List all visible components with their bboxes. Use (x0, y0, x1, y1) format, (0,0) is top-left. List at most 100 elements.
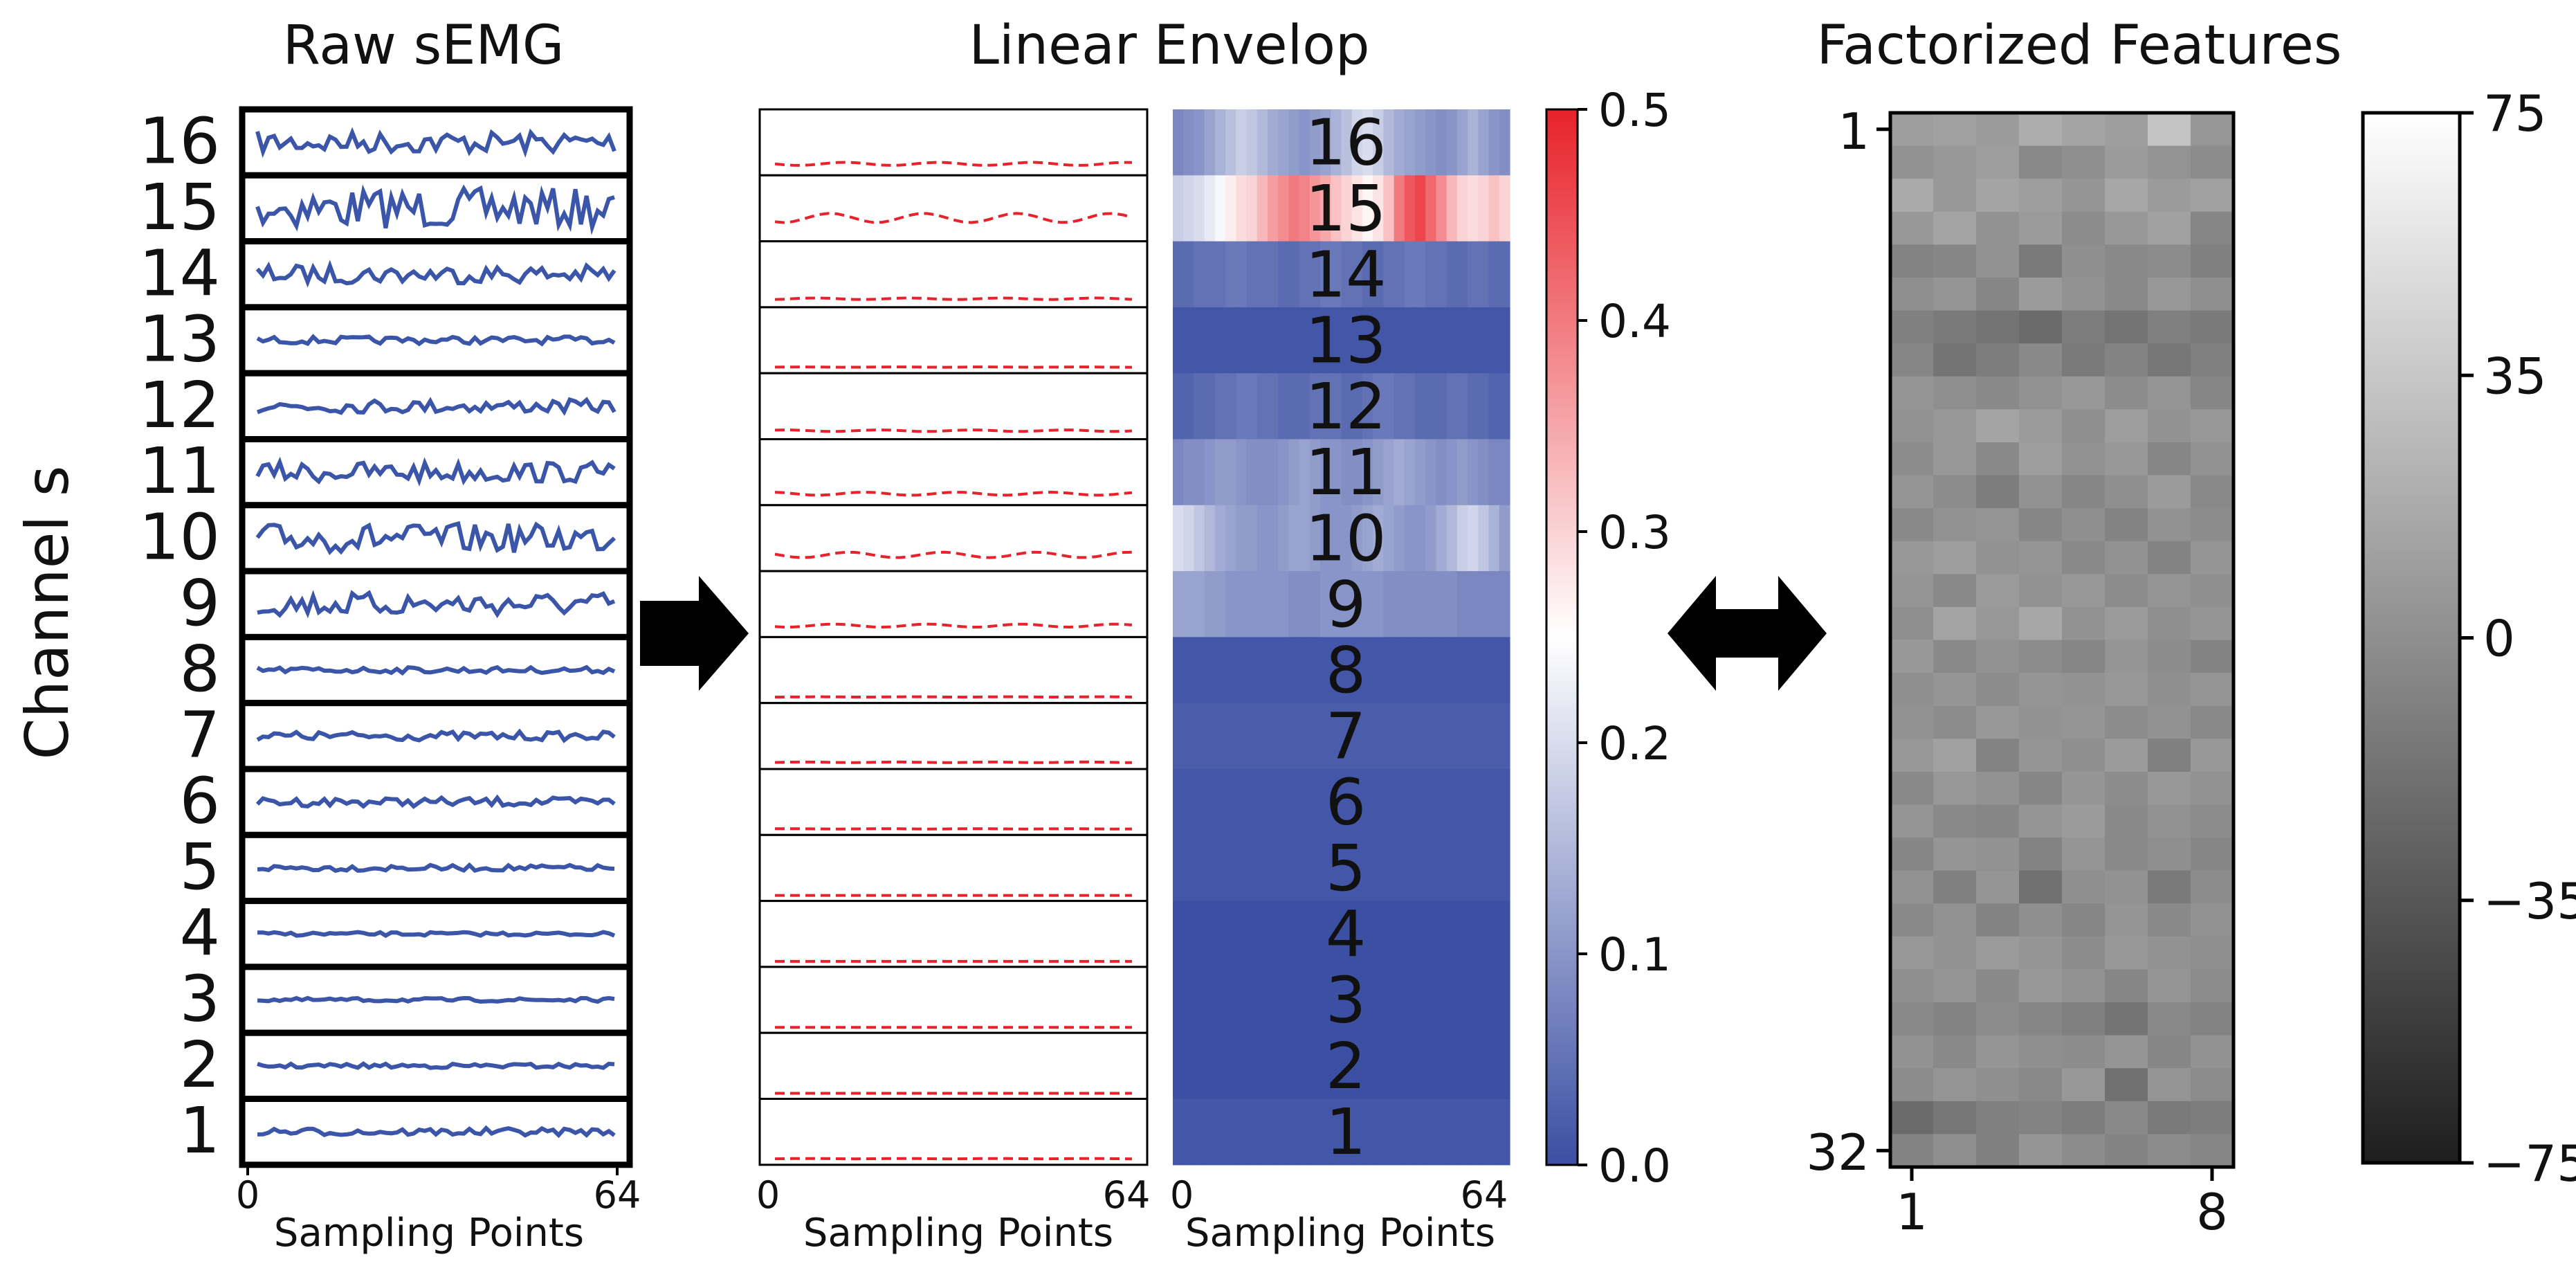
heatmap-cell (1362, 835, 1373, 902)
feature-cell (2191, 1134, 2234, 1168)
heatmap-cell (1267, 637, 1279, 704)
heatmap-cell (1236, 966, 1248, 1033)
heatmap-cell (1331, 966, 1342, 1033)
heatmap-cell (1267, 109, 1279, 176)
heatmap-cell (1383, 637, 1395, 704)
heatmap-cell (1320, 373, 1331, 440)
feature-cell (1890, 113, 1934, 147)
heatmap-cell (1236, 439, 1248, 506)
heatmap-cell (1288, 966, 1300, 1033)
heatmap-cell (1351, 109, 1363, 176)
heatmap-cell (1394, 373, 1405, 440)
heatmap-cell (1278, 241, 1290, 308)
feature-cell (2019, 606, 2063, 641)
heatmap-cell (1425, 835, 1437, 902)
heatmap-cell (1456, 439, 1468, 506)
heatmap-cell (1204, 835, 1216, 902)
heatmap-cell (1436, 1033, 1447, 1100)
linear-envelope-title: Linear Envelop (969, 15, 1370, 77)
heatmap-cell (1394, 703, 1405, 770)
heatmap-cell (1288, 703, 1300, 770)
feature-x-tick-label-1: 1 (1896, 1183, 1928, 1241)
raw-signal-1 (257, 1125, 616, 1139)
heatmap-cell (1320, 505, 1331, 572)
heatmap-cell (1341, 835, 1353, 902)
envelope-colorbar: 0.0 0.1 0.2 0.3 0.4 0.5 (1545, 84, 1671, 1193)
envelope-x-tick-0: 0 (756, 1173, 780, 1217)
heatmap-cell (1257, 373, 1268, 440)
heatmap-cell (1246, 1033, 1258, 1100)
feature-cell (2105, 870, 2148, 904)
heatmap-cell (1415, 966, 1426, 1033)
heatmap-cell (1362, 703, 1373, 770)
heatmap-cell (1204, 439, 1216, 506)
heatmap-cell (1394, 901, 1405, 968)
feature-cell (2062, 113, 2105, 147)
heatmap-cell (1446, 1098, 1458, 1166)
heatmap-cell (1173, 439, 1184, 506)
heatmap-cell (1278, 703, 1290, 770)
feature-cell (2062, 606, 2105, 641)
heatmap-cell (1331, 901, 1342, 968)
heatmap-cell (1488, 835, 1500, 902)
feature-cell (2105, 936, 2148, 970)
heatmap-cell (1236, 835, 1248, 902)
heatmap-cell (1204, 505, 1216, 572)
feature-cell (1976, 1134, 2020, 1168)
heatmap-cell (1173, 966, 1184, 1033)
heatmap-cell (1415, 439, 1426, 506)
envelope-channel-box-7 (758, 702, 1149, 770)
factorized-colorbar: 75 35 0 −35 −75 (2361, 84, 2576, 1193)
heatmap-cell (1173, 241, 1184, 308)
feature-cell (2019, 179, 2063, 212)
feature-cell (2062, 771, 2105, 806)
feature-cell (2062, 903, 2105, 937)
feature-cell (2105, 838, 2148, 871)
feature-cell (1890, 343, 1934, 377)
heatmap-cell (1288, 835, 1300, 902)
feature-cell (1976, 145, 2020, 179)
heatmap-cell (1320, 109, 1331, 176)
feature-cell (2019, 310, 2063, 344)
heatmap-cell (1351, 769, 1363, 835)
raw-signal-6 (255, 794, 616, 809)
feature-cell (2019, 211, 2063, 245)
envelope-x-tick-64: 64 (1103, 1173, 1151, 1217)
heatmap-cell (1309, 175, 1321, 242)
heatmap-cell (1309, 373, 1321, 440)
heatmap-cell (1373, 505, 1384, 572)
envelope-channel-box-13 (758, 306, 1149, 374)
heatmap-cell (1373, 241, 1384, 308)
heatmap-cell (1341, 241, 1353, 308)
feature-cell (2062, 739, 2105, 772)
heatmap-cell (1468, 966, 1479, 1033)
heatmap-cell (1236, 505, 1248, 572)
feature-cell (1933, 1035, 1977, 1069)
heatmap-cell (1499, 109, 1510, 176)
feature-cell (2019, 442, 2063, 476)
feature-cell (1976, 508, 2020, 542)
heatmap-cell (1404, 373, 1416, 440)
heatmap-cell (1415, 901, 1426, 968)
heatmap-cell (1488, 307, 1500, 374)
heatmap-cell (1173, 505, 1184, 572)
heatmap-cell (1288, 571, 1300, 637)
heatmap-cell (1204, 109, 1216, 176)
heatmap-cell (1246, 966, 1258, 1033)
heatmap-x-axis-label: Sampling Points (1185, 1211, 1495, 1256)
feature-cell (1933, 442, 1977, 476)
heatmap-cell (1362, 373, 1373, 440)
envelope-channel-box-3 (758, 966, 1149, 1034)
envelope-channel-box-11 (758, 438, 1149, 507)
heatmap-cell (1478, 241, 1490, 308)
heatmap-row-label-9: 9 (1326, 568, 1367, 642)
feature-cell (2148, 705, 2191, 739)
feature-cell (2062, 244, 2105, 278)
heatmap-cell (1394, 505, 1405, 572)
heatmap-cell (1299, 307, 1310, 374)
heatmap-cell (1267, 439, 1279, 506)
heatmap-cell (1488, 703, 1500, 770)
heatmap-cell (1362, 637, 1373, 704)
heatmap-cell (1436, 373, 1447, 440)
heatmap-cell (1320, 307, 1331, 374)
